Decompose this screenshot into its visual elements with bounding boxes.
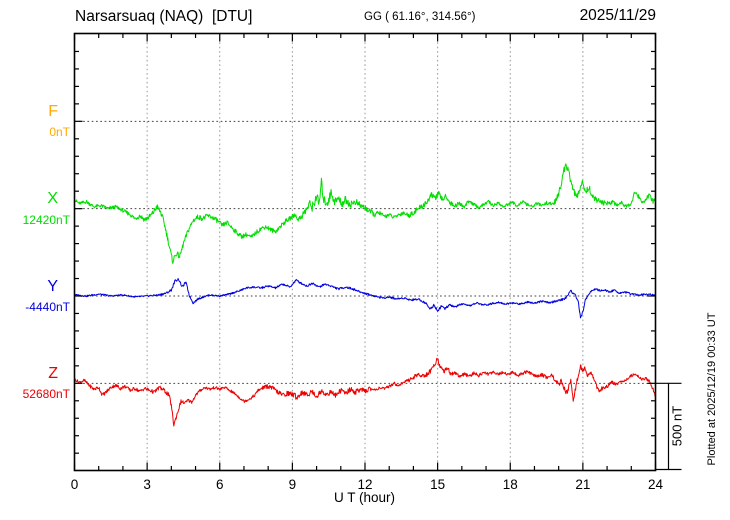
channel-baseline-z: 52680nT [22, 387, 70, 401]
channel-label-y: Y [47, 278, 58, 295]
series-trace-x [74, 163, 656, 264]
channel-baseline-x: 12420nT [22, 213, 70, 227]
scale-bar-label: 500 nT [669, 405, 685, 447]
x-tick-label: 3 [143, 477, 151, 492]
observation-date: 2025/11/29 [579, 7, 656, 24]
plotted-at-timestamp: Plotted at 2025/12/19 00:33 UT [706, 312, 718, 466]
channel-baseline-f: 0nT [49, 125, 70, 139]
plot-frame [73, 32, 657, 472]
channel-label-z: Z [48, 365, 58, 382]
x-tick-label: 9 [289, 477, 297, 492]
x-tick-label: 18 [503, 477, 518, 492]
x-tick-label: 6 [216, 477, 224, 492]
x-tick-label: 12 [357, 477, 372, 492]
geographic-coordinates: GG ( 61.16°, 314.56°) [364, 11, 476, 23]
x-axis-title: U T (hour) [333, 490, 396, 505]
channel-baseline-y: -4440nT [25, 300, 70, 314]
x-tick-label: 15 [430, 477, 445, 492]
x-tick-label: 24 [648, 477, 664, 492]
station-title: Narsarsuaq (NAQ) [DTU] [75, 8, 253, 25]
series-trace-y [74, 278, 656, 319]
x-tick-label: 0 [71, 477, 79, 492]
series-trace-z [74, 357, 656, 427]
channel-label-x: X [47, 190, 58, 207]
channel-label-f: F [48, 103, 58, 120]
x-tick-label: 21 [575, 477, 590, 492]
